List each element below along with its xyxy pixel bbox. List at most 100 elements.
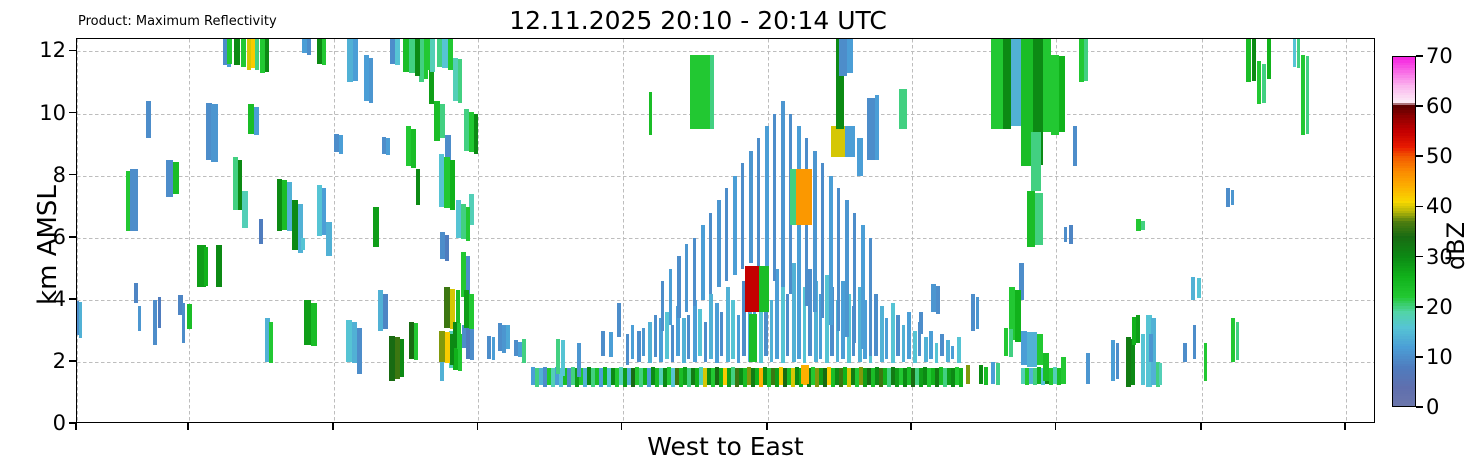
reflectivity-cell [773, 113, 776, 282]
colorbar-band [1393, 164, 1415, 169]
reflectivity-cell [831, 125, 845, 157]
reflectivity-cell [715, 302, 719, 364]
colorbar-tick-mark [1416, 255, 1423, 258]
colorbar-band [1393, 72, 1415, 76]
reflectivity-cell [453, 332, 459, 370]
reflectivity-cell [1027, 191, 1035, 247]
reflectivity-cell [551, 368, 555, 387]
reflectivity-cell [352, 321, 357, 364]
reflectivity-cell [902, 324, 905, 362]
reflectivity-cell [836, 39, 844, 130]
reflectivity-cell [469, 293, 474, 330]
reflectivity-cell [130, 169, 138, 232]
reflectivity-cell [1252, 39, 1256, 81]
colorbar-tick-mark [1416, 205, 1423, 208]
colorbar-band [1393, 114, 1415, 118]
reflectivity-cell [334, 133, 339, 153]
colorbar-band [1393, 327, 1415, 332]
reflectivity-cell [699, 366, 703, 386]
reflectivity-cell [991, 39, 1003, 130]
reflectivity-cell [1064, 226, 1067, 243]
reflectivity-cell [531, 366, 535, 386]
colorbar-band [1393, 157, 1415, 161]
colorbar-tick-label: 20 [1426, 294, 1453, 319]
reflectivity-cell [839, 39, 847, 77]
reflectivity-cell [727, 368, 731, 387]
reflectivity-cell [444, 287, 450, 328]
reflectivity-cell [863, 368, 867, 387]
colorbar-band [1393, 87, 1415, 91]
reflectivity-cell [971, 293, 975, 331]
reflectivity-cell [943, 368, 947, 387]
reflectivity-cell [458, 59, 462, 103]
colorbar-band [1393, 352, 1415, 357]
reflectivity-cell [959, 368, 963, 387]
colorbar-band [1393, 335, 1415, 339]
x-axis-title: West to East [647, 432, 804, 461]
colorbar-band [1393, 245, 1415, 249]
reflectivity-cell [445, 135, 451, 173]
x-tick-mark [476, 423, 479, 430]
reflectivity-cell [1193, 324, 1196, 359]
reflectivity-cell [440, 343, 444, 381]
reflectivity-cell [1246, 39, 1251, 83]
colorbar-band [1393, 370, 1415, 374]
reflectivity-cell [1226, 188, 1230, 207]
reflectivity-cell [991, 361, 995, 384]
reflectivity-cell [867, 368, 871, 386]
colorbar [1392, 56, 1416, 407]
reflectivity-cell [492, 337, 495, 361]
reflectivity-cell [269, 321, 273, 364]
reflectivity-cell [502, 324, 506, 353]
reflectivity-cell [829, 175, 833, 325]
reflectivity-cell [1301, 54, 1305, 136]
reflectivity-cell [779, 366, 783, 386]
reflectivity-cell [292, 200, 298, 251]
colorbar-band [1393, 92, 1415, 96]
reflectivity-cell [797, 274, 801, 359]
reflectivity-cells [77, 39, 1374, 422]
colorbar-band [1393, 242, 1415, 246]
colorbar-band [1393, 69, 1415, 73]
reflectivity-cell [819, 293, 822, 359]
colorbar-band [1393, 325, 1415, 329]
reflectivity-cell [899, 88, 907, 130]
colorbar-band [1393, 172, 1415, 176]
reflectivity-cell [813, 150, 817, 313]
reflectivity-cell [1149, 333, 1153, 362]
colorbar-band [1393, 300, 1415, 304]
reflectivity-cell [440, 104, 445, 139]
colorbar-band [1393, 209, 1415, 214]
reflectivity-cell [1053, 366, 1057, 384]
reflectivity-cell [626, 333, 629, 365]
colorbar-tick-label: 70 [1426, 44, 1453, 68]
reflectivity-cell [346, 319, 352, 362]
reflectivity-cell [631, 368, 635, 387]
reflectivity-cell [400, 338, 404, 378]
y-tick-mark [69, 173, 76, 176]
reflectivity-cell [373, 206, 379, 248]
colorbar-band [1393, 350, 1415, 354]
x-tick-mark [186, 423, 189, 430]
reflectivity-cell [322, 188, 326, 235]
colorbar-band [1393, 94, 1415, 98]
reflectivity-cell [458, 333, 462, 372]
reflectivity-cell [843, 366, 847, 386]
reflectivity-cell [439, 153, 444, 207]
reflectivity-cell [424, 39, 430, 71]
reflectivity-cell [298, 203, 303, 254]
reflectivity-cell [1126, 337, 1131, 387]
colorbar-tick-mark [1416, 155, 1423, 158]
reflectivity-cell [1231, 189, 1234, 206]
reflectivity-cell [453, 57, 458, 102]
reflectivity-cell [1084, 39, 1088, 81]
reflectivity-cell [918, 321, 921, 356]
reflectivity-cell [781, 281, 785, 364]
reflectivity-cell [440, 231, 445, 260]
reflectivity-cell [1231, 318, 1235, 362]
reflectivity-cell [741, 163, 744, 269]
reflectivity-cell [487, 335, 491, 359]
reflectivity-cell [725, 188, 728, 282]
reflectivity-cell [891, 366, 895, 386]
reflectivity-cell [935, 368, 939, 387]
